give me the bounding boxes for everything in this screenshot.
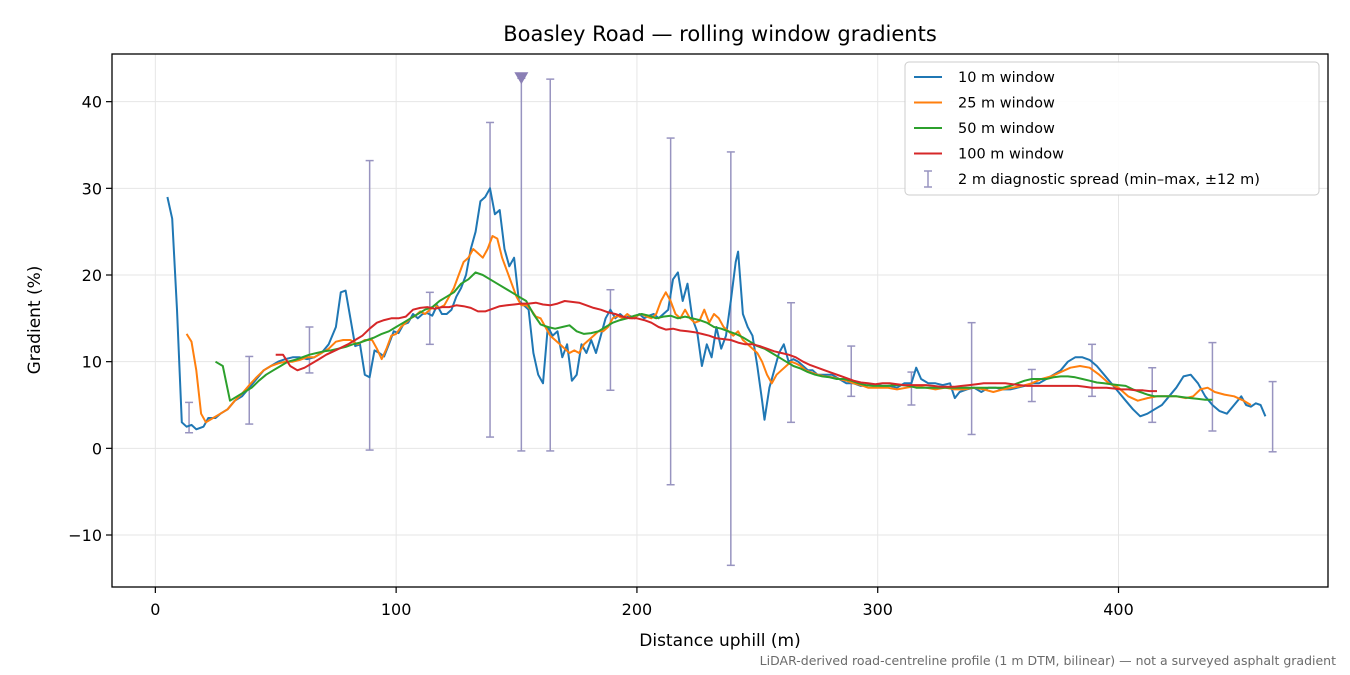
series-line [185, 235, 1252, 424]
y-tick-label: 20 [82, 266, 102, 285]
legend-label: 25 m window [958, 96, 1055, 112]
error-bar [666, 137, 675, 486]
x-axis-label: Distance uphill (m) [639, 631, 800, 651]
error-bar [365, 159, 374, 451]
plot-frame [111, 53, 1329, 588]
y-tick-label: 30 [82, 179, 102, 198]
error-bar [546, 78, 555, 452]
x-tick-label: 0 [150, 600, 160, 619]
error-bar [726, 151, 735, 567]
legend-entry: 50 m window [914, 121, 1055, 137]
legend-label: 10 m window [958, 70, 1055, 86]
series-line [214, 271, 1213, 402]
legend-entry: 100 m window [914, 147, 1064, 163]
legend-label: 2 m diagnostic spread (min–max, ±12 m) [958, 172, 1260, 188]
y-tick-label: 0 [92, 439, 102, 458]
legend-label: 100 m window [958, 147, 1064, 163]
error-bar [517, 77, 526, 452]
legend-entry: 10 m window [914, 70, 1055, 86]
error-bars [185, 77, 1277, 567]
error-bar [185, 401, 194, 434]
peak-marker [514, 72, 529, 85]
legend-label: 50 m window [958, 121, 1055, 137]
legend-entry: 2 m diagnostic spread (min–max, ±12 m) [924, 170, 1260, 188]
series-line [275, 300, 1157, 393]
footnote: LiDAR-derived road-centreline profile (1… [760, 653, 1336, 668]
x-tick-label: 300 [862, 600, 893, 619]
series-line [166, 187, 1267, 431]
peak-marker-triangle [514, 72, 529, 85]
y-tick-label: 40 [82, 93, 102, 112]
y-axis-label: Gradient (%) [25, 266, 45, 375]
legend-entry: 25 m window [914, 96, 1055, 112]
error-bar [1268, 380, 1277, 453]
x-tick-label: 400 [1103, 600, 1134, 619]
error-bar [606, 288, 615, 392]
x-tick-label: 100 [381, 600, 412, 619]
y-axis-ticks: −10 0 10 20 30 40 [68, 93, 112, 545]
legend-box [904, 61, 1320, 196]
error-bar [967, 321, 976, 436]
y-tick-label: 10 [82, 353, 102, 372]
y-tick-label: −10 [68, 526, 102, 545]
chart-title: Boasley Road — rolling window gradients [503, 22, 937, 46]
legend: 10 m window 25 m window 50 m window 100 m w… [904, 61, 1320, 196]
series-lines [166, 187, 1267, 431]
x-axis-ticks: 0 100 200 300 400 [150, 587, 1134, 619]
x-tick-label: 200 [622, 600, 653, 619]
error-bar [847, 345, 856, 398]
error-bar [1208, 341, 1217, 432]
error-bar [425, 291, 434, 346]
